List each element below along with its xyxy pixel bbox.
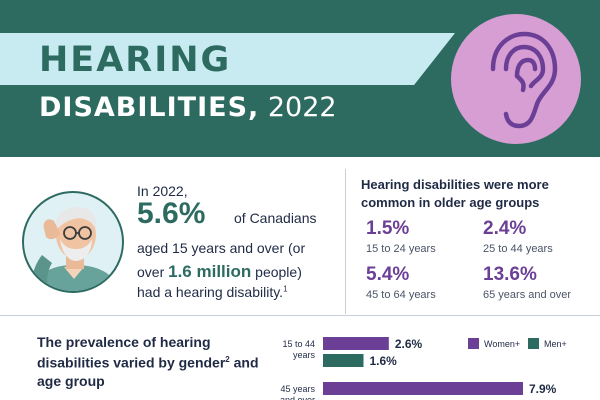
stat-million: 1.6 million (168, 262, 252, 281)
title-disabilities-year: DISABILITIES, 2022 (39, 92, 337, 123)
title-strip (0, 33, 455, 85)
age-value: 1.5% (366, 218, 410, 239)
category-label: and over (280, 395, 315, 400)
bar-women (323, 337, 389, 350)
gender-heading-tail: and age group (37, 354, 259, 389)
stat-percent: 5.6% (137, 197, 206, 230)
ear-badge (451, 14, 581, 144)
age-value: 13.6% (483, 264, 537, 285)
bar-men (323, 354, 364, 367)
age-groups-heading: Hearing disabilities were more common in… (361, 177, 549, 210)
stat-had-disability: had a hearing disability. (137, 284, 284, 300)
legend-label-men: Men+ (544, 338, 567, 349)
elderly-man-cupping-ear-icon (31, 207, 119, 291)
stat-million-line: over 1.6 million people) (137, 262, 302, 282)
stat-people: people) (251, 264, 302, 280)
bar-women (323, 382, 523, 395)
legend-swatch-women (468, 338, 479, 349)
category-label: 45 years (280, 384, 315, 394)
category-label: years (293, 350, 316, 360)
legend-men: Men+ (528, 338, 567, 349)
category-label: 15 to 44 (282, 339, 315, 349)
stat-disability-line: had a hearing disability.1 (137, 284, 288, 300)
gender-heading-text: The prevalence of hearing disabilities v… (37, 334, 226, 371)
footnote-2: 2 (225, 355, 230, 364)
age-label: 45 to 64 years (366, 289, 436, 301)
summary-section (0, 157, 600, 315)
title-disabilities: DISABILITIES, (39, 92, 260, 123)
stat-over: over (137, 264, 169, 280)
bar-value-label: 2.6% (395, 337, 423, 351)
legend-label-women: Women+ (484, 338, 521, 349)
legend-swatch-men (528, 338, 539, 349)
age-value: 2.4% (483, 218, 527, 239)
age-label: 25 to 44 years (483, 243, 553, 255)
age-label: 65 years and over (483, 289, 572, 301)
gender-heading: The prevalence of hearing disabilities v… (37, 333, 267, 390)
title-hearing: HEARING (39, 40, 232, 80)
title-year: 2022 (259, 92, 337, 123)
age-value: 5.4% (366, 264, 410, 285)
stat-of-canadians: of Canadians (234, 210, 317, 226)
stat-intro: In 2022, (137, 183, 188, 199)
ear-icon (490, 31, 558, 129)
section-divider (345, 169, 346, 314)
bar-value-label: 7.9% (529, 382, 557, 396)
age-label: 15 to 24 years (366, 243, 436, 255)
bar-value-label: 1.6% (370, 354, 398, 368)
legend-women: Women+ (468, 338, 520, 349)
stat-aged-line: aged 15 years and over (or (137, 240, 306, 256)
footnote-1: 1 (283, 284, 288, 294)
header-banner (0, 0, 600, 157)
elderly-man-illustration (22, 191, 124, 293)
